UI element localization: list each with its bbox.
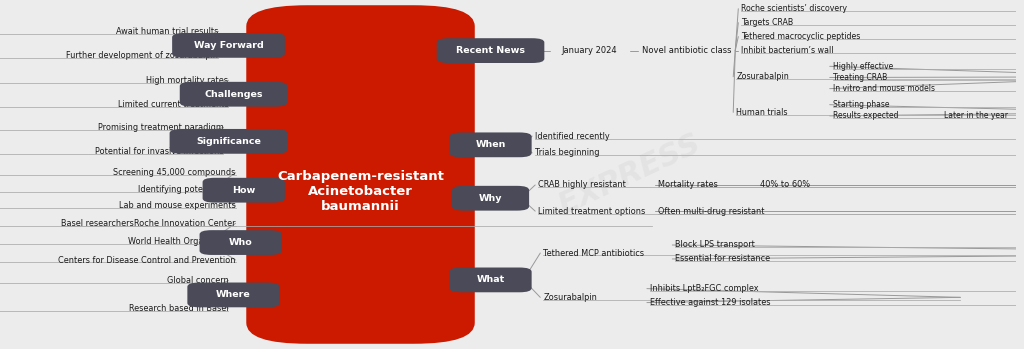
Text: CRAB highly resistant: CRAB highly resistant (539, 180, 626, 190)
Text: EXPRESS: EXPRESS (554, 129, 706, 220)
Text: Promising treatment paradigm: Promising treatment paradigm (97, 123, 223, 132)
Text: Potential for invasive infections: Potential for invasive infections (95, 147, 223, 156)
Text: Novel antibiotic class: Novel antibiotic class (642, 46, 731, 55)
FancyBboxPatch shape (450, 132, 531, 157)
Text: Carbapenem-resistant
Acinetobacter
baumannii: Carbapenem-resistant Acinetobacter bauma… (278, 170, 444, 214)
FancyBboxPatch shape (436, 38, 545, 63)
Text: Tethered MCP antibiotics: Tethered MCP antibiotics (544, 248, 644, 258)
Text: Limited treatment options: Limited treatment options (539, 207, 645, 216)
Text: Screening 45,000 compounds: Screening 45,000 compounds (114, 168, 236, 177)
Text: Research based in Basel: Research based in Basel (129, 304, 228, 313)
Text: Treating CRAB: Treating CRAB (833, 73, 887, 82)
Text: Identified recently: Identified recently (536, 132, 610, 141)
Text: Block LPS transport: Block LPS transport (676, 240, 756, 250)
Text: Way Forward: Way Forward (194, 41, 263, 50)
Text: Await human trial results: Await human trial results (116, 27, 218, 36)
Text: World Health Organization: World Health Organization (128, 237, 236, 246)
Text: January 2024: January 2024 (561, 46, 616, 55)
Text: Zosurabalpin: Zosurabalpin (544, 293, 597, 302)
Text: Inhibit bacterium’s wall: Inhibit bacterium’s wall (741, 46, 834, 55)
Text: Basel researchers: Basel researchers (61, 219, 134, 228)
Text: Challenges: Challenges (205, 90, 263, 99)
Text: Roche Innovation Center: Roche Innovation Center (134, 219, 236, 228)
FancyBboxPatch shape (172, 33, 285, 58)
Text: Where: Where (216, 290, 251, 299)
FancyBboxPatch shape (450, 267, 531, 292)
Text: Mortality rates: Mortality rates (658, 180, 718, 190)
Text: Further development of zosurabalpin: Further development of zosurabalpin (67, 51, 218, 60)
Text: Often multi-drug resistant: Often multi-drug resistant (658, 207, 765, 216)
Text: Why: Why (479, 194, 502, 203)
Text: Inhibits LptB₂FGC complex: Inhibits LptB₂FGC complex (650, 284, 759, 293)
Text: Global concern: Global concern (167, 276, 228, 285)
Text: Identifying potent MCPs: Identifying potent MCPs (138, 185, 236, 194)
Text: Recent News: Recent News (456, 46, 525, 55)
Text: Tethered macrocyclic peptides: Tethered macrocyclic peptides (741, 32, 861, 41)
Text: Essential for resistance: Essential for resistance (676, 254, 770, 263)
Text: Human trials: Human trials (736, 108, 787, 117)
FancyBboxPatch shape (200, 230, 282, 255)
Text: In vitro and mouse models: In vitro and mouse models (833, 84, 935, 93)
FancyBboxPatch shape (180, 82, 288, 107)
Text: Significance: Significance (196, 137, 261, 146)
Text: Limited current treatments: Limited current treatments (118, 100, 228, 109)
FancyBboxPatch shape (452, 186, 529, 211)
FancyBboxPatch shape (203, 178, 285, 202)
FancyBboxPatch shape (170, 129, 288, 154)
FancyBboxPatch shape (187, 283, 280, 307)
FancyBboxPatch shape (246, 5, 475, 344)
Text: Trials beginning: Trials beginning (536, 148, 600, 157)
Text: Later in the year: Later in the year (944, 111, 1009, 120)
Text: Lab and mouse experiments: Lab and mouse experiments (119, 201, 236, 210)
Text: Starting phase: Starting phase (833, 100, 889, 109)
Text: Effective against 129 isolates: Effective against 129 isolates (650, 298, 770, 307)
Text: Roche scientists’ discovery: Roche scientists’ discovery (741, 4, 847, 13)
Text: 40% to 60%: 40% to 60% (760, 180, 810, 190)
Text: High mortality rates: High mortality rates (146, 76, 228, 85)
Text: Centers for Disease Control and Prevention: Centers for Disease Control and Preventi… (58, 255, 236, 265)
Text: How: How (232, 186, 255, 195)
Text: Zosurabalpin: Zosurabalpin (736, 72, 790, 81)
Text: Who: Who (228, 238, 253, 247)
Text: What: What (476, 275, 505, 284)
Text: Results expected: Results expected (833, 111, 898, 120)
Text: Targets CRAB: Targets CRAB (741, 18, 794, 27)
Text: Highly effective: Highly effective (833, 62, 893, 71)
Text: When: When (475, 140, 506, 149)
